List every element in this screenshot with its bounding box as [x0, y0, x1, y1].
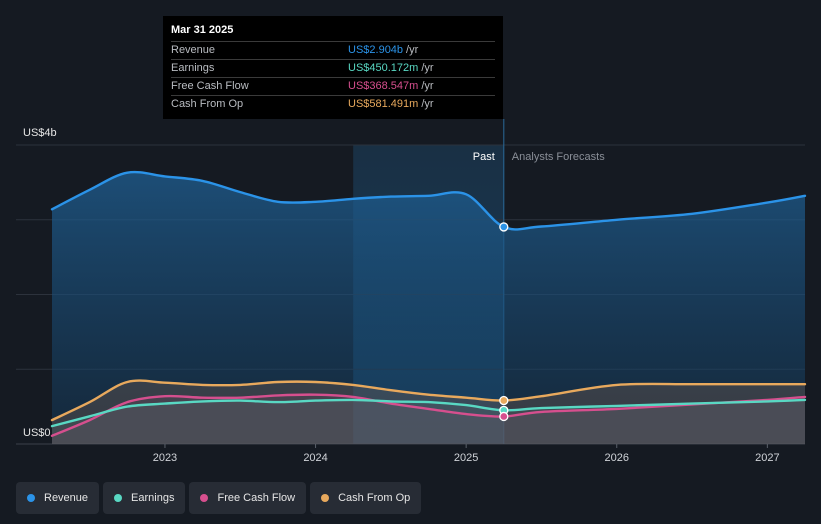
- cash-from-op-marker: [499, 395, 509, 406]
- earnings-dot-icon: [114, 494, 123, 502]
- y-axis-bottom-label: US$0: [23, 427, 51, 439]
- x-tick-label: 2024: [303, 452, 327, 464]
- x-tick-label: 2025: [454, 452, 478, 464]
- tooltip-row-cash-from-op: Cash From Op US$581.491m /yr: [171, 95, 495, 113]
- tooltip-unit: /yr: [421, 80, 434, 92]
- y-axis-top-label: US$4b: [23, 127, 57, 139]
- forecast-label: Analysts Forecasts: [512, 151, 605, 163]
- tooltip-label: Free Cash Flow: [171, 80, 249, 92]
- tooltip-date: Mar 31 2025: [171, 24, 234, 36]
- x-tick-label: 2023: [153, 452, 177, 464]
- legend-item-free-cash-flow[interactable]: Free Cash Flow: [189, 482, 307, 514]
- tooltip-row-earnings: Earnings US$450.172m /yr: [171, 59, 495, 77]
- free-cash-flow-area: [52, 394, 805, 444]
- cash-from-op-line: [50, 379, 807, 422]
- tooltip-row-revenue: Revenue US$2.904b /yr: [171, 41, 495, 59]
- legend-label: Earnings: [131, 492, 175, 504]
- free-cash-flow-dot-icon: [200, 494, 209, 502]
- cash-from-op-dot-icon: [321, 494, 330, 502]
- legend-label: Revenue: [44, 492, 89, 504]
- earnings-line: [50, 398, 807, 428]
- tooltip-row-free-cash-flow: Free Cash Flow US$368.547m /yr: [171, 77, 495, 95]
- tooltip-unit: /yr: [421, 62, 434, 74]
- legend-item-earnings[interactable]: Earnings: [103, 482, 186, 514]
- revenue-line: [50, 170, 807, 231]
- x-tick-label: 2026: [605, 452, 629, 464]
- revenue-dot-icon: [27, 494, 35, 502]
- tooltip-unit: /yr: [421, 98, 434, 110]
- cash-from-op-area: [52, 380, 805, 444]
- past-label: Past: [473, 151, 495, 163]
- tooltip-value: US$2.904b: [348, 44, 404, 56]
- tooltip-label: Earnings: [171, 62, 215, 74]
- free-cash-flow-marker: [499, 411, 509, 422]
- tooltip-value: US$368.547m: [348, 80, 419, 92]
- earnings-area: [52, 399, 805, 444]
- tooltip-label: Revenue: [171, 44, 216, 56]
- tooltip-value: US$581.491m: [348, 98, 419, 110]
- tooltip: Mar 31 2025 Revenue US$2.904b /yr Earnin…: [163, 16, 503, 119]
- legend: Revenue Earnings Free Cash Flow Cash Fro…: [16, 482, 422, 514]
- revenue-area: [52, 172, 805, 444]
- x-tick-label: 2027: [755, 452, 779, 464]
- tooltip-value: US$450.172m: [348, 62, 419, 74]
- revenue-marker: [499, 222, 509, 232]
- legend-item-revenue[interactable]: Revenue: [16, 482, 100, 514]
- tooltip-unit: /yr: [406, 44, 419, 56]
- tooltip-label: Cash From Op: [171, 98, 244, 110]
- legend-item-cash-from-op[interactable]: Cash From Op: [310, 482, 422, 514]
- legend-label: Cash From Op: [338, 492, 411, 504]
- legend-label: Free Cash Flow: [217, 492, 296, 504]
